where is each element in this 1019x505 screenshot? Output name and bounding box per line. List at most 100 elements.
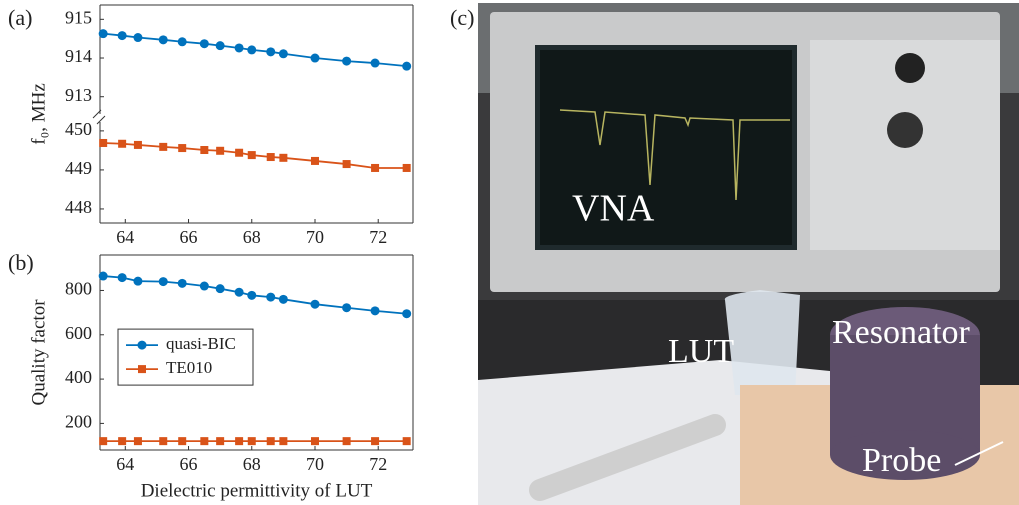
panel-label: (c) <box>450 5 474 30</box>
marker <box>342 56 352 66</box>
x-tick-label: 64 <box>116 227 134 247</box>
marker <box>215 284 225 294</box>
marker <box>247 290 257 300</box>
marker <box>178 144 187 153</box>
marker <box>266 153 275 162</box>
y-tick-label: 449 <box>65 158 92 178</box>
marker <box>370 306 380 316</box>
marker <box>342 160 351 169</box>
marker <box>99 437 108 446</box>
y-axis-label: f₀, MHz <box>28 83 49 145</box>
marker <box>235 437 244 446</box>
x-tick-label: 66 <box>180 227 198 247</box>
marker <box>117 273 127 283</box>
marker <box>159 437 168 446</box>
x-tick-label: 72 <box>369 227 387 247</box>
marker <box>266 47 276 57</box>
photo-label: VNA <box>572 188 655 230</box>
axis-break <box>92 109 102 119</box>
marker <box>200 146 209 155</box>
y-tick-label: 450 <box>65 119 92 139</box>
marker <box>234 287 244 297</box>
marker <box>133 140 142 149</box>
marker <box>159 142 168 151</box>
y-tick-label: 913 <box>65 85 92 105</box>
marker <box>342 303 352 313</box>
marker <box>310 156 319 165</box>
marker <box>133 276 143 286</box>
marker <box>279 437 288 446</box>
y-tick-label: 200 <box>65 412 92 432</box>
marker <box>266 292 276 302</box>
marker <box>177 278 187 288</box>
y-axis-label: Quality factor <box>28 299 49 406</box>
marker <box>99 138 108 147</box>
y-tick-label: 915 <box>65 7 92 27</box>
axis-break <box>96 115 106 125</box>
panel-label: (b) <box>8 250 34 275</box>
marker <box>402 61 412 71</box>
axis-break <box>92 114 108 122</box>
marker <box>310 53 320 63</box>
marker <box>178 437 187 446</box>
marker <box>216 437 225 446</box>
y-tick-label: 800 <box>65 279 92 299</box>
marker <box>402 437 411 446</box>
marker <box>117 31 127 41</box>
photo-label: Probe <box>862 442 941 479</box>
x-tick-label: 66 <box>180 454 198 474</box>
marker <box>234 43 244 53</box>
marker <box>133 33 143 43</box>
photo <box>478 3 1019 505</box>
marker <box>158 277 168 287</box>
marker <box>371 437 380 446</box>
marker <box>279 153 288 162</box>
marker <box>266 437 275 446</box>
legend-label: TE010 <box>166 358 212 377</box>
marker <box>118 139 127 148</box>
y-tick-label: 914 <box>65 46 92 66</box>
photo-label: LUT <box>668 333 734 370</box>
marker <box>310 437 319 446</box>
marker <box>247 437 256 446</box>
marker <box>216 146 225 155</box>
marker <box>247 45 257 55</box>
marker <box>200 437 209 446</box>
x-tick-label: 72 <box>369 454 387 474</box>
legend-marker <box>137 340 147 350</box>
marker <box>98 29 108 39</box>
legend-marker <box>138 365 146 374</box>
marker <box>342 437 351 446</box>
marker <box>278 294 288 304</box>
y-tick-label: 600 <box>65 323 92 343</box>
y-tick-label: 448 <box>65 197 92 217</box>
marker <box>118 437 127 446</box>
x-tick-label: 70 <box>306 227 324 247</box>
x-tick-label: 68 <box>243 454 261 474</box>
marker <box>199 281 209 291</box>
marker <box>310 299 320 309</box>
marker <box>235 148 244 157</box>
marker <box>278 49 288 59</box>
marker <box>402 163 411 172</box>
y-tick-label: 400 <box>65 367 92 387</box>
panel-label: (a) <box>8 5 32 30</box>
marker <box>402 309 412 319</box>
marker <box>371 163 380 172</box>
x-axis-label: Dielectric permittivity of LUT <box>141 480 373 501</box>
marker <box>247 151 256 160</box>
marker <box>199 39 209 49</box>
legend <box>117 328 254 386</box>
marker <box>98 271 108 281</box>
x-tick-label: 64 <box>116 454 134 474</box>
x-tick-label: 70 <box>306 454 324 474</box>
photo-label: Resonator <box>832 314 971 351</box>
marker <box>177 37 187 47</box>
marker <box>215 41 225 51</box>
x-tick-label: 68 <box>243 227 261 247</box>
legend-label: quasi-BIC <box>166 334 236 353</box>
marker <box>133 437 142 446</box>
marker <box>158 35 168 45</box>
marker <box>370 58 380 68</box>
